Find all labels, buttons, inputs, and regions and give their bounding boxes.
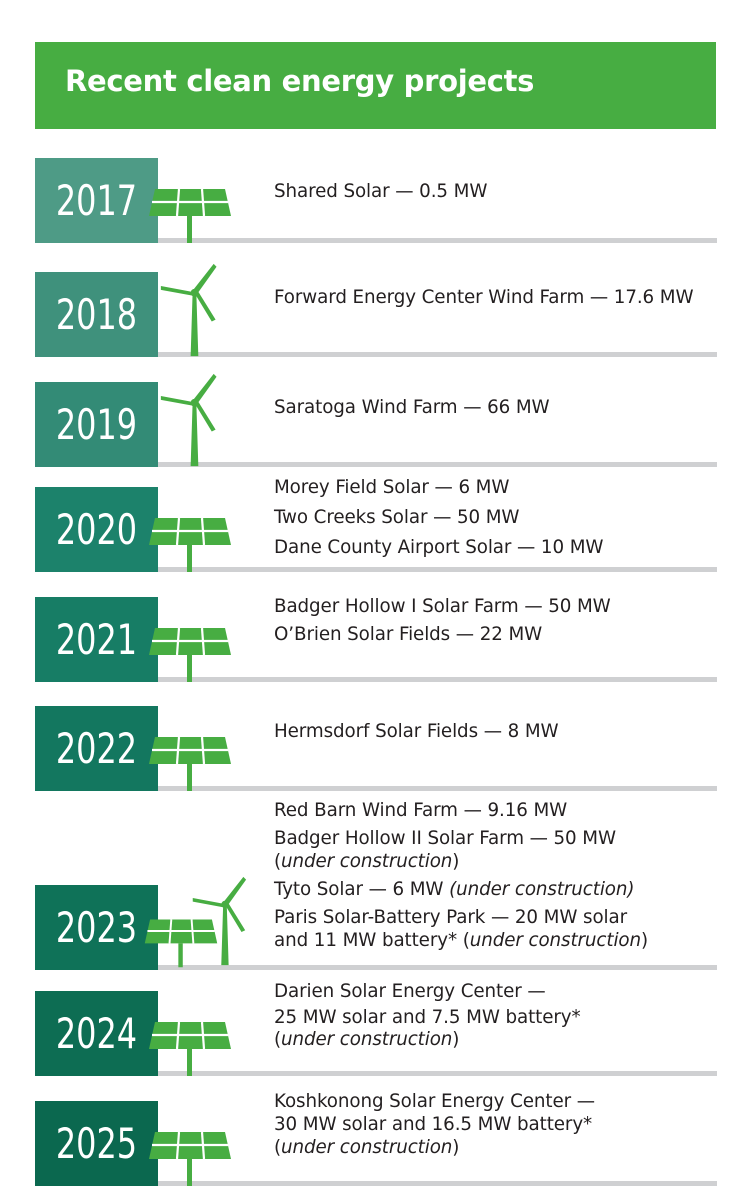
project-line: Koshkonong Solar Energy Center —	[274, 1091, 595, 1112]
project-text: (	[274, 851, 282, 872]
wind-turbine-icon	[160, 373, 217, 467]
project-text: Badger Hollow I Solar Farm — 50 MW	[274, 596, 611, 617]
project-line: 30 MW solar and 16.5 MW battery*	[274, 1114, 592, 1135]
project-line: Dane County Airport Solar — 10 MW	[274, 537, 603, 558]
row-divider	[158, 1181, 717, 1186]
construction-note: (under construction)	[449, 879, 635, 900]
solar-panel-icon	[149, 517, 231, 572]
project-line: and 11 MW battery* (under construction)	[274, 930, 648, 951]
project-text: Hermsdorf Solar Fields — 8 MW	[274, 721, 559, 742]
project-text: Tyto Solar — 6 MW	[274, 879, 450, 900]
year-label-2021: 2021	[35, 597, 158, 682]
year-label-2025: 2025	[35, 1101, 158, 1186]
project-line: Morey Field Solar — 6 MW	[274, 477, 509, 498]
project-line: O’Brien Solar Fields — 22 MW	[274, 624, 542, 645]
solar-panel-icon	[149, 736, 231, 791]
project-text: Morey Field Solar — 6 MW	[274, 477, 510, 498]
row-divider	[158, 462, 717, 467]
project-line: Paris Solar-Battery Park — 20 MW solar	[274, 907, 627, 928]
project-text: Red Barn Wind Farm — 9.16 MW	[274, 800, 568, 821]
project-text: and 11 MW battery* (	[274, 930, 470, 951]
project-text: Darien Solar Energy Center —	[274, 981, 546, 1002]
project-text: )	[452, 1029, 460, 1050]
year-text: 2017	[55, 176, 138, 225]
page-title: Recent clean energy projects	[65, 64, 535, 98]
row-divider	[158, 965, 717, 970]
row-divider	[158, 1071, 717, 1076]
year-text: 2021	[55, 615, 138, 664]
project-text: Shared Solar — 0.5 MW	[274, 181, 488, 202]
year-text: 2023	[55, 903, 138, 952]
solar-panel-icon	[144, 919, 218, 968]
row-divider	[158, 567, 717, 572]
year-label-2024: 2024	[35, 991, 158, 1076]
project-text: O’Brien Solar Fields — 22 MW	[274, 624, 543, 645]
project-line: 25 MW solar and 7.5 MW battery*	[274, 1007, 581, 1028]
year-label-2023: 2023	[35, 885, 158, 970]
project-line: Forward Energy Center Wind Farm — 17.6 M…	[274, 287, 694, 308]
row-divider	[158, 238, 717, 243]
project-line: Hermsdorf Solar Fields — 8 MW	[274, 721, 559, 742]
project-text: Saratoga Wind Farm — 66 MW	[274, 397, 550, 418]
project-line: Tyto Solar — 6 MW (under construction)	[274, 879, 635, 900]
construction-note: under construction	[281, 1137, 453, 1158]
project-line: (under construction)	[274, 1137, 459, 1158]
project-text: )	[641, 930, 649, 951]
construction-note: under construction	[281, 851, 453, 872]
project-line: (under construction)	[274, 1029, 459, 1050]
wind-turbine-icon	[160, 263, 217, 357]
project-line: Two Creeks Solar — 50 MW	[274, 507, 520, 528]
project-text: (	[274, 1029, 282, 1050]
year-text: 2019	[55, 400, 138, 449]
project-text: )	[452, 1137, 460, 1158]
project-text: 30 MW solar and 16.5 MW battery*	[274, 1114, 593, 1135]
year-label-2018: 2018	[35, 272, 158, 357]
project-line: Badger Hollow I Solar Farm — 50 MW	[274, 596, 611, 617]
year-label-2019: 2019	[35, 382, 158, 467]
solar-panel-icon	[149, 1021, 231, 1076]
year-label-2020: 2020	[35, 487, 158, 572]
project-text: )	[452, 851, 460, 872]
solar-panel-icon	[149, 188, 231, 243]
project-text: Paris Solar-Battery Park — 20 MW solar	[274, 907, 628, 928]
year-text: 2025	[55, 1119, 138, 1168]
project-line: Shared Solar — 0.5 MW	[274, 181, 487, 202]
row-divider	[158, 352, 717, 357]
project-line: Badger Hollow II Solar Farm — 50 MW	[274, 828, 616, 849]
project-text: (	[274, 1137, 282, 1158]
year-text: 2024	[55, 1009, 138, 1058]
project-line: Red Barn Wind Farm — 9.16 MW	[274, 800, 567, 821]
project-line: Saratoga Wind Farm — 66 MW	[274, 397, 550, 418]
project-text: Forward Energy Center Wind Farm — 17.6 M…	[274, 287, 694, 308]
year-label-2022: 2022	[35, 706, 158, 791]
year-text: 2020	[55, 505, 138, 554]
project-text: Dane County Airport Solar — 10 MW	[274, 537, 604, 558]
row-divider	[158, 677, 717, 682]
year-text: 2018	[55, 290, 138, 339]
header-banner: Recent clean energy projects	[35, 42, 716, 129]
project-line: Darien Solar Energy Center —	[274, 981, 546, 1002]
year-text: 2022	[55, 724, 138, 773]
project-text: 25 MW solar and 7.5 MW battery*	[274, 1007, 581, 1028]
wind-turbine-icon	[192, 876, 247, 966]
project-text: Two Creeks Solar — 50 MW	[274, 507, 520, 528]
solar-panel-icon	[149, 627, 231, 682]
row-divider	[158, 786, 717, 791]
year-label-2017: 2017	[35, 158, 158, 243]
project-text: Koshkonong Solar Energy Center —	[274, 1091, 595, 1112]
construction-note: under construction	[469, 930, 641, 951]
construction-note: under construction	[281, 1029, 453, 1050]
solar-panel-icon	[149, 1131, 231, 1186]
project-line: (under construction)	[274, 851, 459, 872]
project-text: Badger Hollow II Solar Farm — 50 MW	[274, 828, 616, 849]
